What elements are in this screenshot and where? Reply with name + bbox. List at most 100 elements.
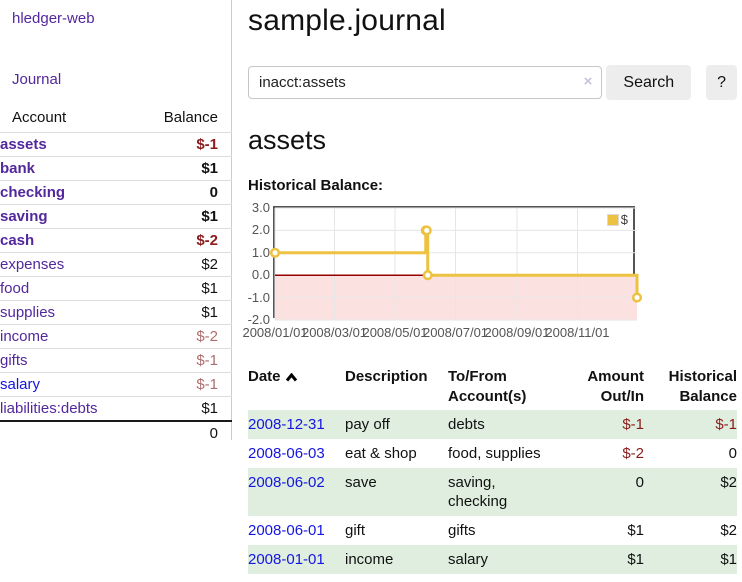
account-link-gifts[interactable]: gifts <box>0 352 28 369</box>
transaction-date-link[interactable]: 2008-01-01 <box>248 551 325 568</box>
account-row: gifts $-1 <box>0 348 232 373</box>
sort-asc-icon <box>285 369 298 386</box>
account-row: liabilities:debts $1 <box>0 396 232 421</box>
account-row: supplies $1 <box>0 300 232 325</box>
help-button[interactable]: ? <box>706 65 737 100</box>
page-title: sample.journal <box>248 4 446 37</box>
main-content: sample.journal × Search ? assets Histori… <box>242 0 737 574</box>
register-row: 2008-01-01 income salary $1 $1 <box>248 545 737 574</box>
transaction-balance: 0 <box>728 445 737 462</box>
header-balance: Historical Balance <box>668 368 737 405</box>
transaction-date-link[interactable]: 2008-06-02 <box>248 474 325 491</box>
account-row: cash $-2 <box>0 228 232 253</box>
transaction-accounts: gifts <box>448 522 476 539</box>
journal-link[interactable]: Journal <box>12 71 62 88</box>
header-description: Description <box>345 368 428 385</box>
x-axis-tick-label: 2008/03/01 <box>301 325 368 340</box>
account-row: checking 0 <box>0 180 232 205</box>
account-link-saving[interactable]: saving <box>0 208 48 225</box>
account-row: income $-2 <box>0 324 232 349</box>
data-point <box>421 225 432 236</box>
account-balance: $1 <box>136 156 232 181</box>
account-balance: $-1 <box>136 348 232 373</box>
transaction-accounts: saving, checking <box>448 474 508 510</box>
account-balance: $-1 <box>136 132 232 157</box>
transaction-description: gift <box>345 522 366 539</box>
transaction-description: pay off <box>345 416 390 433</box>
accounts-table: Account Balance assets $-1 bank $1 check… <box>0 105 232 445</box>
data-point <box>422 270 433 281</box>
register-row: 2008-12-31 pay off debts $-1 $-1 <box>248 410 737 439</box>
search-input[interactable] <box>248 66 603 99</box>
x-axis-tick-label: 2008/05/01 <box>362 325 428 340</box>
account-link-cash[interactable]: cash <box>0 232 35 249</box>
transaction-accounts: debts <box>448 416 485 433</box>
account-link-salary[interactable]: salary <box>0 376 41 393</box>
register-row: 2008-06-01 gift gifts $1 $2 <box>248 516 737 545</box>
header-accounts: To/From Account(s) <box>448 368 527 405</box>
account-balance: $-2 <box>136 228 232 253</box>
register-row: 2008-06-02 save saving, checking 0 $2 <box>248 468 737 516</box>
transaction-date-link[interactable]: 2008-12-31 <box>248 416 325 433</box>
chart-legend: $ <box>606 212 628 227</box>
transaction-date-link[interactable]: 2008-06-01 <box>248 522 325 539</box>
account-row: salary $-1 <box>0 372 232 397</box>
account-link-income[interactable]: income <box>0 328 49 345</box>
transaction-amount: $-2 <box>622 445 644 462</box>
x-axis-tick-label: 2008/07/01 <box>422 325 489 340</box>
y-axis-tick-label: -2.0 <box>247 312 270 327</box>
transaction-balance: $2 <box>720 522 737 539</box>
transaction-accounts: salary <box>448 551 489 568</box>
account-balance: 0 <box>136 180 232 205</box>
account-link-assets[interactable]: assets <box>0 136 47 153</box>
chart-label: Historical Balance: <box>248 177 384 194</box>
account-balance: $-2 <box>136 324 232 349</box>
account-link-expenses[interactable]: expenses <box>0 256 65 273</box>
y-axis-tick-label: 0.0 <box>251 267 270 283</box>
transaction-accounts: food, supplies <box>448 445 541 462</box>
transaction-balance: $2 <box>720 474 737 491</box>
transaction-balance: $1 <box>720 551 737 568</box>
transaction-amount: $1 <box>627 522 644 539</box>
app-title-link[interactable]: hledger-web <box>12 10 95 27</box>
clear-search-icon[interactable]: × <box>583 73 593 90</box>
y-axis-tick-label: 3.0 <box>251 200 270 215</box>
x-axis-tick-label: 2008/11/01 <box>545 325 610 340</box>
header-date-label: Date <box>248 368 281 385</box>
search-button[interactable]: Search <box>606 65 692 100</box>
transaction-description: income <box>345 551 394 568</box>
transaction-date-link[interactable]: 2008-06-03 <box>248 445 325 462</box>
header-amount: Amount Out/In <box>587 368 644 405</box>
account-balance: $1 <box>136 276 232 301</box>
account-row: assets $-1 <box>0 132 232 157</box>
data-point <box>631 292 643 303</box>
search-form: × Search ? <box>248 65 737 100</box>
header-date[interactable]: Date <box>248 364 345 410</box>
x-axis-tick-label: 2008/09/01 <box>484 325 550 340</box>
account-title: assets <box>248 125 327 155</box>
legend-swatch-icon <box>606 213 619 226</box>
account-balance: $1 <box>136 300 232 325</box>
balance-column-header: Balance <box>163 109 218 126</box>
transaction-amount: 0 <box>635 474 644 491</box>
y-axis-tick-label: -1.0 <box>247 289 270 305</box>
account-link-liabilities-debts[interactable]: liabilities:debts <box>0 400 98 417</box>
transaction-description: save <box>345 474 377 491</box>
legend-label: $ <box>620 212 628 227</box>
account-link-bank[interactable]: bank <box>0 160 36 177</box>
y-axis-tick-label: 1.0 <box>251 244 270 260</box>
account-link-supplies[interactable]: supplies <box>0 304 56 321</box>
transaction-balance: $-1 <box>715 416 737 433</box>
account-balance: $-1 <box>136 372 232 397</box>
account-row: saving $1 <box>0 204 232 229</box>
data-point <box>269 247 281 258</box>
account-link-food[interactable]: food <box>0 280 30 297</box>
accounts-total: 0 <box>136 420 232 445</box>
account-link-checking[interactable]: checking <box>0 184 66 201</box>
y-axis-tick-label: 2.0 <box>251 222 270 238</box>
chart-plot-area: $ <box>269 206 643 321</box>
register-row: 2008-06-03 eat & shop food, supplies $-2… <box>248 439 737 468</box>
register-table: Date Description To/From Account(s) Amou… <box>248 364 737 574</box>
accounts-total-row: 0 <box>0 420 232 445</box>
transaction-amount: $-1 <box>622 416 644 433</box>
